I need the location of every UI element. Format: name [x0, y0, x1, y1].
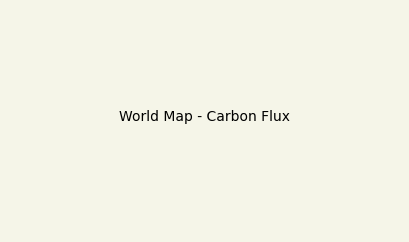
Text: World Map - Carbon Flux: World Map - Carbon Flux	[119, 110, 290, 124]
